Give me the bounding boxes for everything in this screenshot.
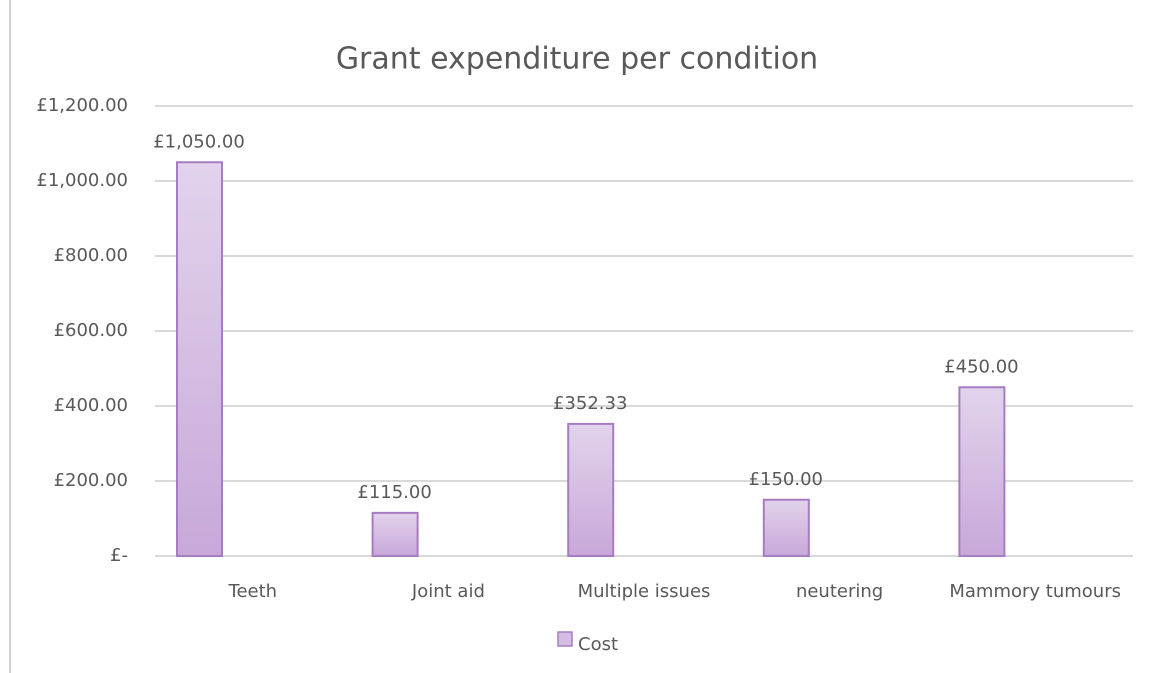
bar: [762, 498, 810, 557]
y-tick-label: £1,000.00: [36, 170, 128, 191]
y-tick-label: £400.00: [54, 395, 128, 416]
x-tick-label: Teeth: [228, 581, 278, 602]
x-tick-label: neutering: [796, 581, 883, 602]
y-tick-label: £1,200.00: [36, 95, 128, 116]
bar: [567, 422, 615, 557]
y-tick-label: £800.00: [54, 245, 128, 266]
y-tick-label: £600.00: [54, 320, 128, 341]
bar: [958, 386, 1006, 557]
chart-title: Grant expenditure per condition: [336, 42, 818, 77]
legend-swatch: [557, 631, 573, 647]
value-label: £352.33: [553, 393, 627, 414]
legend-label: Cost: [578, 634, 618, 655]
value-label: £1,050.00: [153, 131, 245, 152]
x-tick-label: Joint aid: [411, 581, 485, 602]
value-label: £450.00: [944, 356, 1018, 377]
value-label: £115.00: [357, 482, 431, 503]
x-tick-label: Mammory tumours: [949, 581, 1121, 602]
bar: [176, 161, 223, 557]
value-label: £150.00: [749, 469, 823, 490]
bar: [371, 511, 419, 557]
y-tick-label: £200.00: [54, 470, 128, 491]
x-tick-label: Multiple issues: [578, 581, 711, 602]
y-tick-label: £-: [110, 545, 128, 566]
